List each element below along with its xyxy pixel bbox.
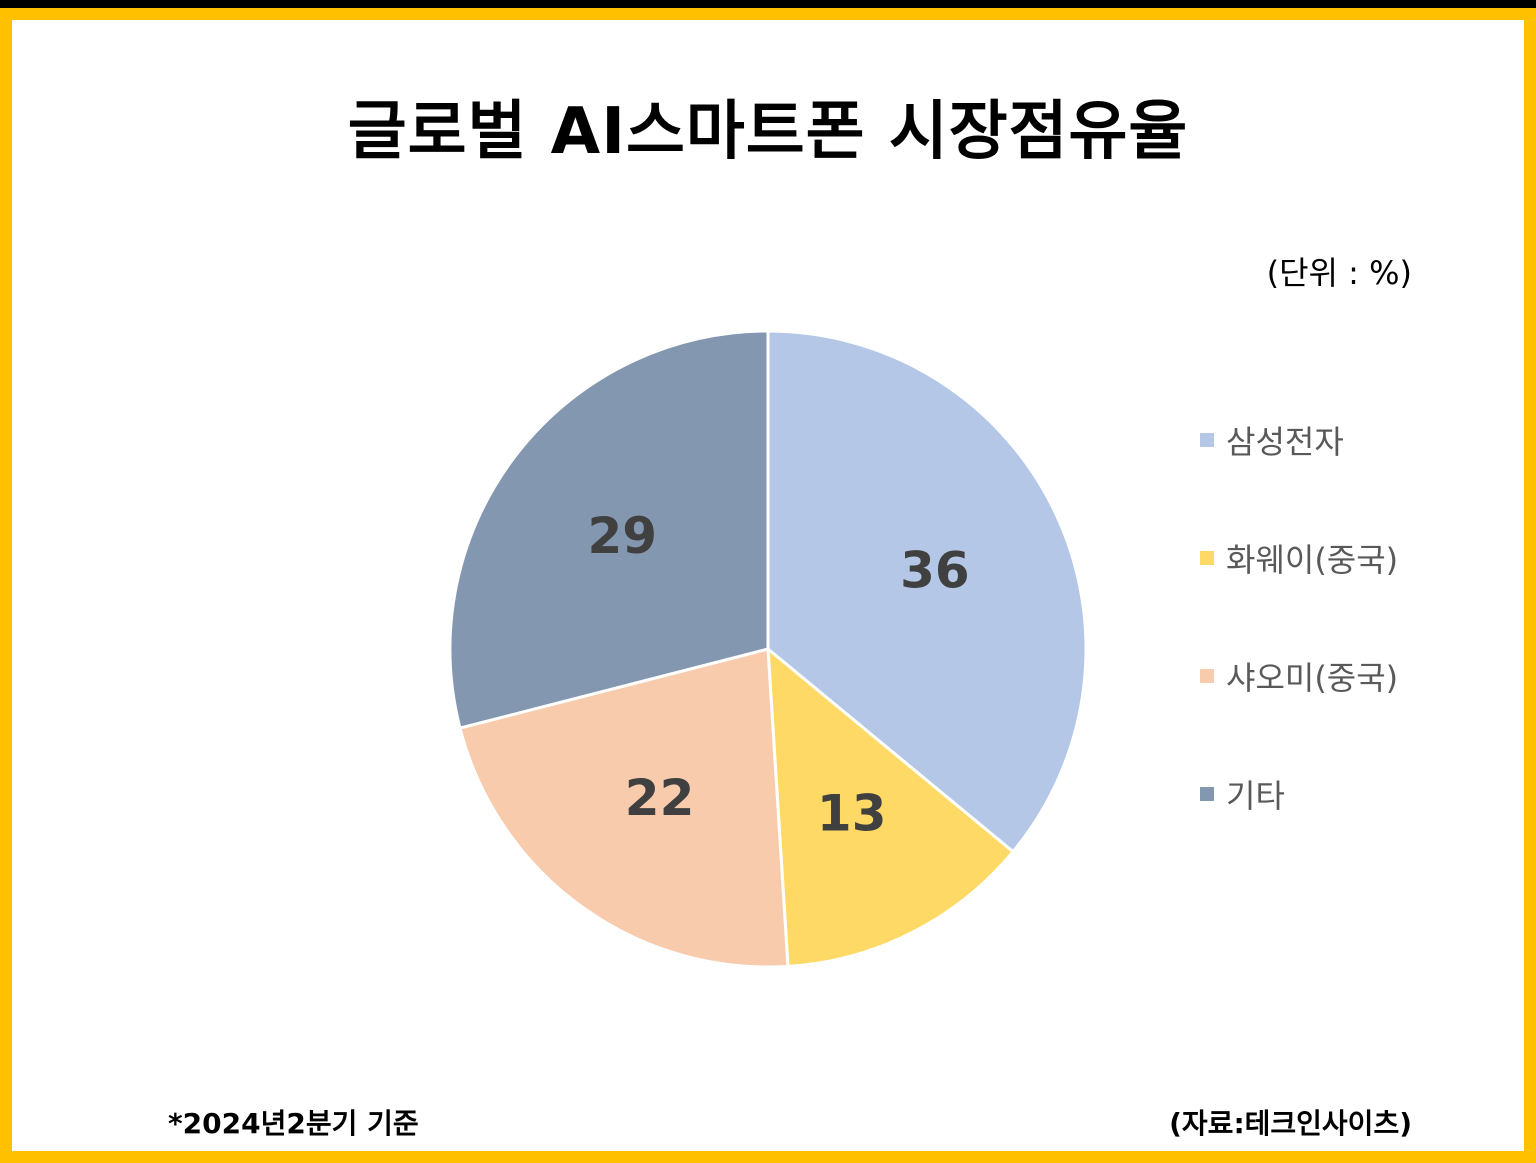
legend-item-4: 기타	[1200, 774, 1285, 815]
chart-title: 글로벌 AI스마트폰 시장점유율	[347, 95, 1189, 169]
legend-label: 화웨이(중국)	[1226, 541, 1399, 579]
legend-label: 기타	[1226, 777, 1285, 815]
data-label-4: 29	[587, 507, 657, 565]
legend-item-3: 샤오미(중국)	[1200, 656, 1399, 697]
source-note: (자료:테크인사이츠)	[1169, 1107, 1412, 1140]
data-label-1: 36	[900, 541, 970, 599]
data-label-3: 22	[625, 769, 695, 827]
legend-swatch	[1200, 669, 1214, 683]
legend-label: 삼성전자	[1226, 423, 1344, 461]
legend-item-2: 화웨이(중국)	[1200, 538, 1399, 579]
legend-item-1: 삼성전자	[1200, 420, 1344, 461]
legend-swatch	[1200, 551, 1214, 565]
pie-slice-4	[448, 329, 770, 730]
legend-swatch	[1200, 787, 1214, 801]
pie-slice-1	[766, 329, 1088, 854]
legend-label: 샤오미(중국)	[1226, 659, 1399, 697]
data-label-2: 13	[817, 784, 887, 842]
unit-note: (단위 : %)	[1266, 254, 1412, 292]
pie-slice-3	[458, 647, 790, 969]
footnote: *2024년2분기 기준	[168, 1107, 419, 1140]
legend-swatch	[1200, 433, 1214, 447]
pie-chart: 36 13 22 29	[448, 329, 1088, 969]
pie-slice-2	[766, 645, 1016, 968]
